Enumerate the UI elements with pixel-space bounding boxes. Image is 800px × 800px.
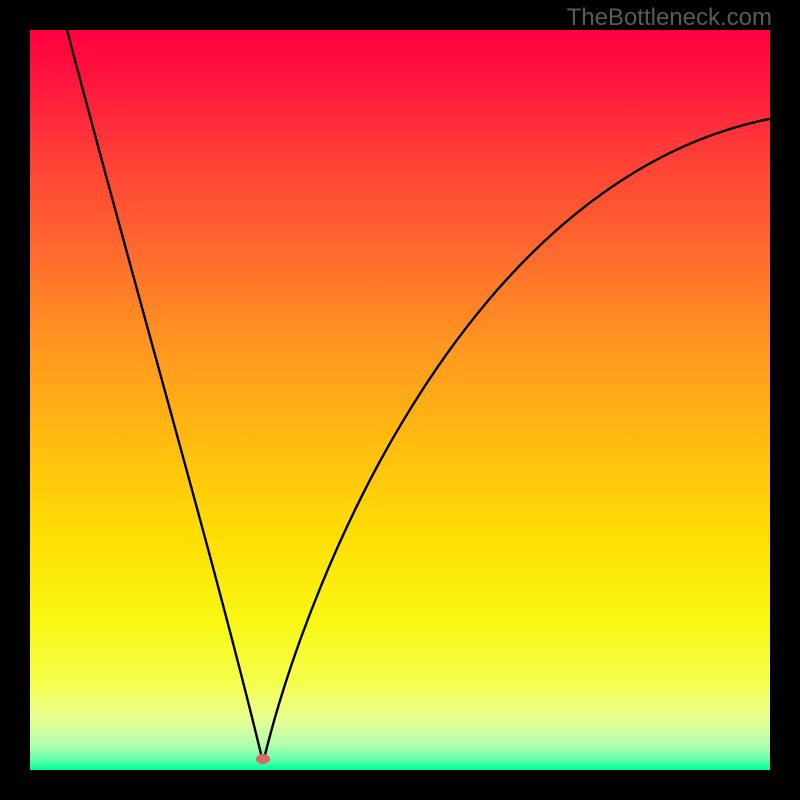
- chart-root: TheBottleneck.com: [0, 0, 800, 800]
- bottleneck-curve: [67, 30, 770, 763]
- plot-area: [30, 30, 770, 770]
- minimum-marker: [256, 754, 270, 764]
- watermark-text: TheBottleneck.com: [567, 4, 772, 32]
- curve-svg: [30, 30, 770, 770]
